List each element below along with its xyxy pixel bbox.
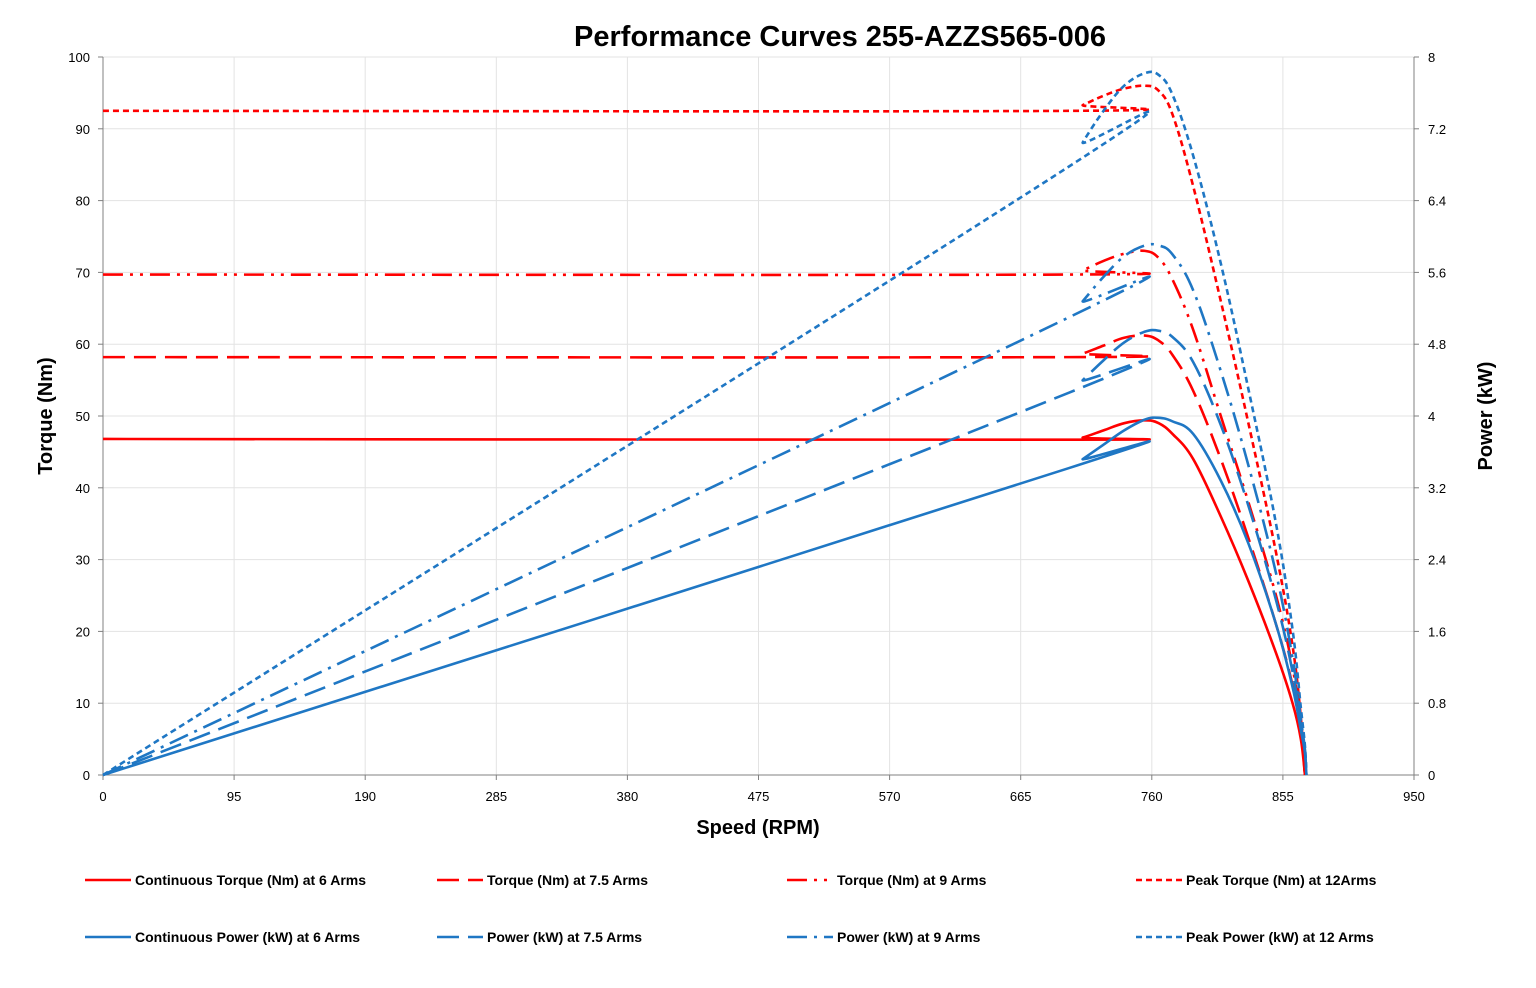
x-axis-title: Speed (RPM) [696,817,819,839]
x-tick-labels: 0 95 190 285 380 475 570 665 760 855 950 [99,789,1424,804]
series-line-1 [102,419,1307,776]
chart-title: Performance Curves 255-AZZS565-006 [574,21,1106,53]
y-tick-label: 100 [68,50,90,65]
y-tick-label: 80 [76,194,90,209]
legend-label-8: Peak Power (kW) at 12 Arms [1186,929,1374,945]
y2-tick-label: 5.6 [1428,265,1446,280]
y2-tick-label: 7.2 [1428,122,1446,137]
y-tick-label: 20 [76,624,90,639]
y2-tick-label: 8 [1428,50,1435,65]
series-line-8 [102,70,1308,777]
y2-tick-label: 4.8 [1428,337,1446,352]
y2-tick-label: 0.8 [1428,696,1446,711]
series-lines [102,70,1308,777]
y2-axis-title: Power (kW) [1475,362,1497,471]
y2-tick-label: 3.2 [1428,481,1446,496]
legend-label-5: Continuous Power (kW) at 6 Arms [135,929,360,945]
grid-lines [103,56,1414,775]
x-tick-label: 570 [879,789,901,804]
legend-label-4: Peak Torque (Nm) at 12Arms [1186,872,1377,888]
legend: Continuous Torque (Nm) at 6 Arms Torque (… [85,872,1377,945]
x-tick-label: 190 [354,789,376,804]
y2-tick-label: 1.6 [1428,624,1446,639]
legend-label-7: Power (kW) at 9 Arms [837,929,981,945]
x-tick-label: 950 [1403,789,1425,804]
series-line-6 [102,328,1308,777]
legend-label-6: Power (kW) at 7.5 Arms [487,929,642,945]
y2-tick-label: 6.4 [1428,194,1446,209]
y-tick-label: 60 [76,337,90,352]
legend-label-3: Torque (Nm) at 9 Arms [837,872,987,888]
y2-tick-label: 2.4 [1428,553,1446,568]
y-tick-labels: 0 10 20 30 40 50 60 70 80 90 100 [68,50,90,783]
y-tick-label: 90 [76,122,90,137]
x-tick-label: 285 [485,789,507,804]
x-tick-label: 380 [617,789,639,804]
axes [98,56,1419,780]
x-tick-label: 665 [1010,789,1032,804]
y2-tick-labels: 0 0.8 1.6 2.4 3.2 4 4.8 5.6 6.4 7.2 8 [1428,50,1446,783]
x-tick-label: 855 [1272,789,1294,804]
y-tick-label: 50 [76,409,90,424]
x-tick-label: 0 [99,789,106,804]
x-tick-label: 760 [1141,789,1163,804]
y2-tick-label: 0 [1428,768,1435,783]
y-tick-label: 0 [83,768,90,783]
y-tick-label: 10 [76,696,90,711]
series-line-5 [102,416,1308,777]
x-tick-label: 95 [227,789,241,804]
legend-label-2: Torque (Nm) at 7.5 Arms [487,872,648,888]
y2-tick-label: 4 [1428,409,1435,424]
x-tick-label: 475 [748,789,770,804]
y-tick-label: 70 [76,265,90,280]
y-tick-label: 30 [76,553,90,568]
y-axis-title: Torque (Nm) [35,357,57,474]
series-line-7 [102,242,1308,777]
y-tick-label: 40 [76,481,90,496]
legend-label-1: Continuous Torque (Nm) at 6 Arms [135,872,366,888]
series-line-4 [102,84,1307,776]
